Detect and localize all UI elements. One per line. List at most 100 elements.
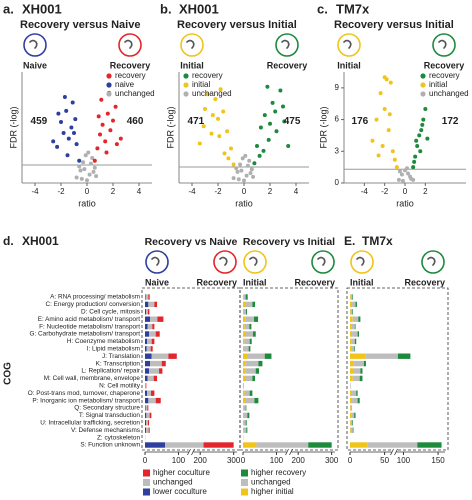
bar-segment <box>145 294 149 300</box>
bar-segment <box>354 360 364 367</box>
point <box>231 162 236 167</box>
point <box>378 91 383 96</box>
bar-segment <box>146 412 150 419</box>
bar-segment <box>145 331 150 337</box>
bar-segment <box>308 442 332 448</box>
point <box>103 139 108 144</box>
bar-segment <box>245 397 255 404</box>
point <box>425 136 430 141</box>
axis-break-gap <box>188 449 194 455</box>
point <box>266 137 271 142</box>
chart-title: TM7x <box>362 234 393 248</box>
icon-circle <box>213 250 237 274</box>
bar-segment <box>145 375 148 382</box>
point <box>217 134 222 139</box>
bar-segment <box>367 442 418 448</box>
y-tick-label: 9 <box>335 83 340 92</box>
icon-cell <box>219 256 228 266</box>
point <box>105 111 110 116</box>
x-tick-label: 200 <box>292 456 306 465</box>
chart-subtitle: Recovery vs Naive <box>145 236 238 248</box>
bar-segment <box>146 427 149 433</box>
bar-segment <box>254 316 259 322</box>
x-axis-title: ratio <box>235 198 253 208</box>
icon-circle <box>350 250 374 274</box>
chart-title: XH001 <box>22 1 62 16</box>
point <box>255 144 259 148</box>
point <box>70 100 75 105</box>
point <box>64 108 69 113</box>
bar-segment <box>243 316 246 322</box>
bar-segment <box>243 427 244 433</box>
point <box>388 80 393 85</box>
bar-segment <box>360 368 363 374</box>
point <box>77 158 82 163</box>
bar-segment <box>357 331 359 337</box>
y-axis-title: COG <box>3 362 14 385</box>
bar-segment <box>147 405 149 411</box>
bar-segment <box>243 309 245 315</box>
x-tick-label: 100 <box>172 456 186 465</box>
x-tick-label: 100 <box>397 456 411 465</box>
bar-segment <box>254 397 259 404</box>
bar-segment <box>146 420 149 426</box>
bar-segment <box>149 331 156 337</box>
panel-letter: d. <box>3 234 14 248</box>
bar-segment <box>350 316 353 322</box>
legend-swatch <box>183 82 189 88</box>
bar-segment <box>145 368 150 374</box>
point <box>399 172 404 177</box>
point <box>92 158 97 163</box>
bar-segment <box>154 301 158 308</box>
bar-segment <box>152 323 155 330</box>
point <box>376 153 381 158</box>
bar-segment <box>157 316 164 322</box>
icon-circle <box>243 250 267 274</box>
point <box>386 128 391 133</box>
bar-segment <box>145 301 149 308</box>
category-label: T: Signal transduction <box>79 412 141 419</box>
point <box>231 176 236 181</box>
icon-circle <box>118 33 142 57</box>
point <box>261 148 266 153</box>
icon-cell <box>427 256 436 266</box>
bar-segment <box>245 368 256 374</box>
point <box>92 165 97 170</box>
point <box>205 92 210 97</box>
bar-segment <box>244 309 247 315</box>
count-label: 460 <box>127 116 144 127</box>
chart-subtitle: Recovery versus Initial <box>334 19 454 31</box>
point <box>242 178 246 183</box>
point <box>51 139 56 144</box>
legend-label: initial <box>429 80 447 89</box>
point <box>95 146 100 151</box>
icon-label: Naive <box>145 277 169 287</box>
x-tick-label: -2 <box>381 187 389 196</box>
point <box>238 162 243 167</box>
point <box>413 154 418 159</box>
point <box>415 144 420 148</box>
legend-label: initial <box>192 80 210 89</box>
legend-label: recovery <box>429 71 460 80</box>
point <box>248 171 253 176</box>
icon-label: Naive <box>23 60 47 70</box>
bar-segment <box>243 420 244 426</box>
legend-label: recovery <box>115 71 146 80</box>
bar-segment <box>350 309 353 315</box>
bar-segment <box>243 383 245 389</box>
x-tick-label: 2 <box>268 187 273 196</box>
panel-frame <box>346 287 449 451</box>
point <box>55 144 60 149</box>
category-label: D: Cell cycle, mitosis <box>81 308 140 315</box>
bar-segment <box>243 412 245 419</box>
bar-segment <box>145 309 147 315</box>
point <box>265 84 270 89</box>
bar-segment <box>350 301 353 308</box>
bar-segment <box>243 338 245 345</box>
bar-segment <box>148 294 150 300</box>
chart-title: TM7x <box>336 1 370 16</box>
chart-subtitle: Recovery versus Naive <box>20 19 140 31</box>
bar-segment <box>146 309 149 315</box>
point <box>94 174 99 179</box>
